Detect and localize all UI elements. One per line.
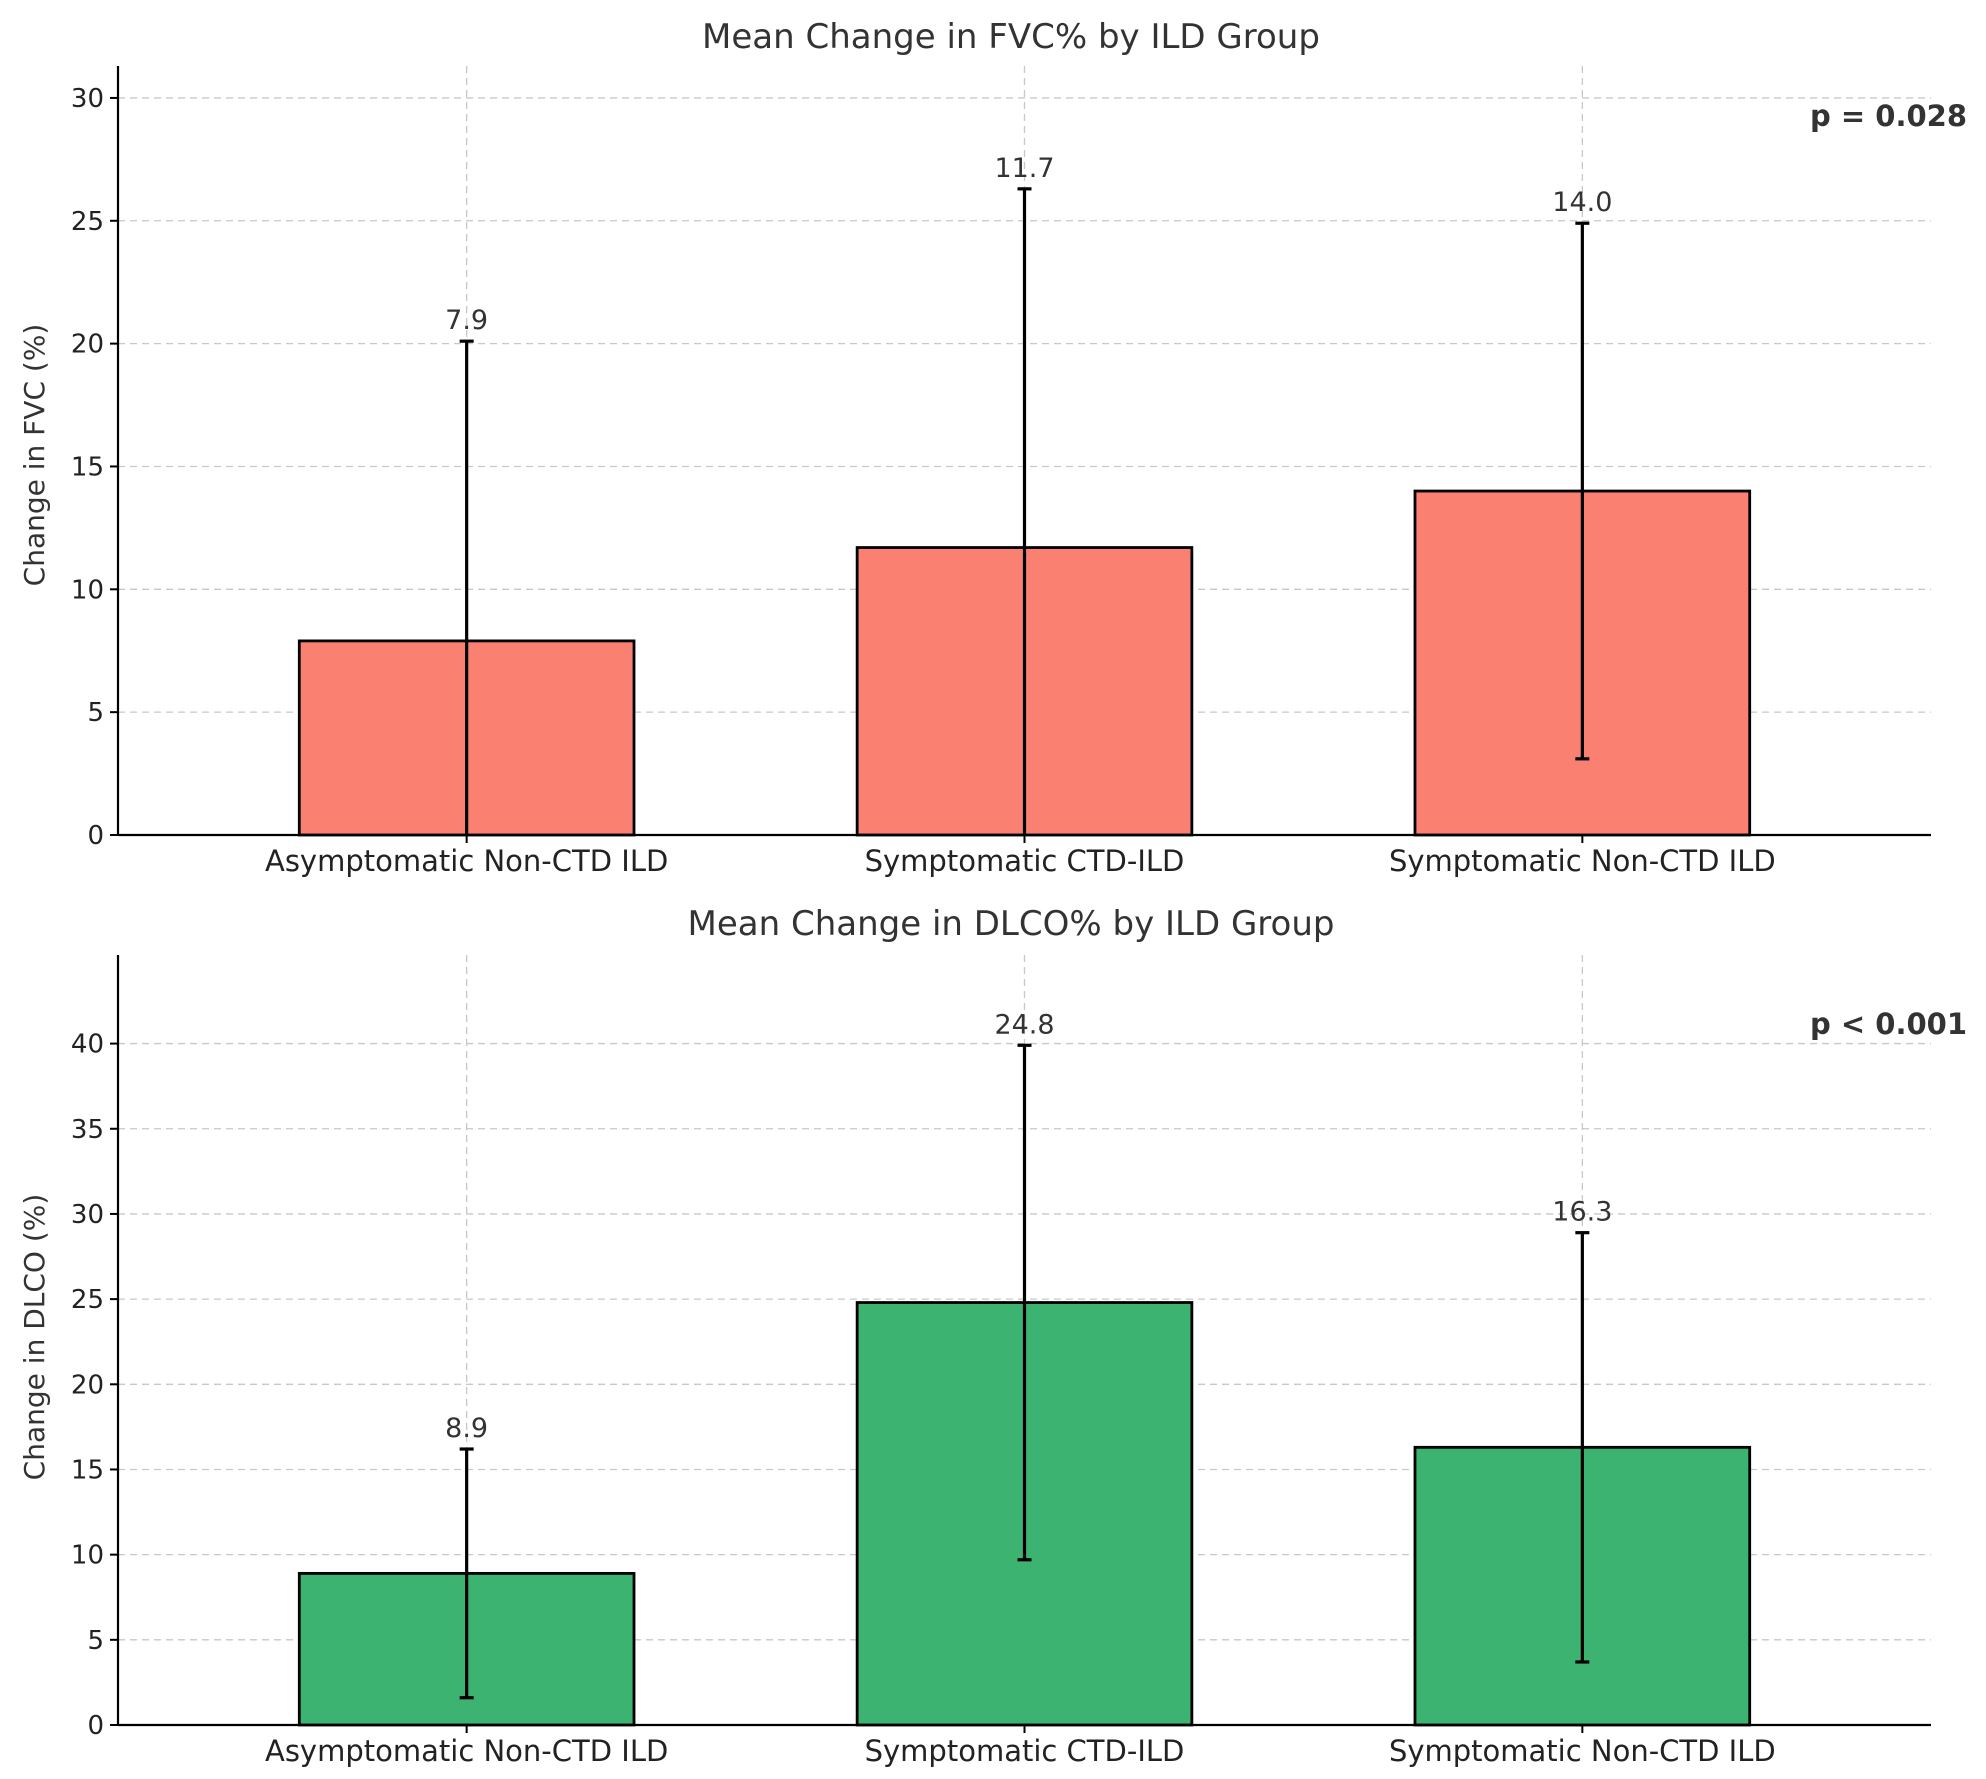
dlco-value-label: 24.8 xyxy=(994,1009,1054,1040)
dlco-p-value-annotation: p < 0.001 xyxy=(1810,1007,1967,1041)
fvc-y-tick-label: 25 xyxy=(71,207,104,237)
dlco-x-tick-label: Asymptomatic Non-CTD ILD xyxy=(265,1734,668,1768)
dlco-y-tick-label: 20 xyxy=(71,1370,104,1400)
dlco-chart-panel: Mean Change in DLCO% by ILD Group Change… xyxy=(18,904,1967,1768)
dlco-x-ticks: Asymptomatic Non-CTD ILD Symptomatic CTD-… xyxy=(265,1725,1776,1768)
dlco-y-tick-label: 25 xyxy=(71,1285,104,1315)
dlco-axes xyxy=(116,955,1931,1727)
dlco-value-label: 16.3 xyxy=(1552,1197,1612,1228)
dlco-y-tick-label: 10 xyxy=(71,1541,104,1571)
fvc-value-labels: 7.9 11.7 14.0 xyxy=(445,153,1612,336)
fvc-x-ticks: Asymptomatic Non-CTD ILD Symptomatic CTD-… xyxy=(265,835,1776,878)
fvc-y-tick-label: 20 xyxy=(71,330,104,360)
dlco-error-bars xyxy=(459,1043,1590,1700)
fvc-y-ticks: 0 5 10 15 20 25 30 xyxy=(71,84,118,851)
dlco-y-tick-label: 30 xyxy=(71,1200,104,1230)
fvc-value-label: 14.0 xyxy=(1552,187,1612,218)
fvc-y-tick-label: 15 xyxy=(71,452,104,482)
fvc-x-tick-label: Symptomatic Non-CTD ILD xyxy=(1389,844,1776,878)
dlco-value-labels: 8.9 24.8 16.3 xyxy=(445,1009,1612,1444)
dlco-value-label: 8.9 xyxy=(445,1413,488,1444)
dlco-y-axis-label: Change in DLCO (%) xyxy=(18,1194,51,1481)
fvc-error-bars xyxy=(459,187,1590,835)
fvc-y-tick-label: 10 xyxy=(71,575,104,605)
fvc-chart-panel: Mean Change in FVC% by ILD Group Change … xyxy=(18,17,1967,878)
dlco-y-tick-label: 15 xyxy=(71,1455,104,1485)
fvc-x-tick-label: Symptomatic CTD-ILD xyxy=(865,844,1185,878)
fvc-value-label: 11.7 xyxy=(994,153,1054,184)
dlco-y-ticks: 0 5 10 15 20 25 30 35 40 xyxy=(71,1030,118,1741)
fvc-x-tick-label: Asymptomatic Non-CTD ILD xyxy=(265,844,668,878)
fvc-y-axis-label: Change in FVC (%) xyxy=(18,324,51,587)
fvc-p-value-annotation: p = 0.028 xyxy=(1810,99,1967,133)
fvc-y-tick-label: 0 xyxy=(87,821,104,851)
dlco-y-tick-label: 40 xyxy=(71,1030,104,1060)
dlco-y-tick-label: 35 xyxy=(71,1115,104,1145)
dlco-x-tick-label: Symptomatic Non-CTD ILD xyxy=(1389,1734,1776,1768)
dlco-y-tick-label: 0 xyxy=(87,1711,104,1741)
dlco-y-tick-label: 5 xyxy=(87,1626,104,1656)
fvc-y-tick-label: 30 xyxy=(71,84,104,114)
fvc-axes xyxy=(116,66,1931,837)
fvc-value-label: 7.9 xyxy=(445,305,488,336)
fvc-y-tick-label: 5 xyxy=(87,698,104,728)
dlco-x-tick-label: Symptomatic CTD-ILD xyxy=(865,1734,1185,1768)
fvc-chart-title: Mean Change in FVC% by ILD Group xyxy=(702,17,1320,57)
dlco-chart-title: Mean Change in DLCO% by ILD Group xyxy=(688,904,1335,944)
